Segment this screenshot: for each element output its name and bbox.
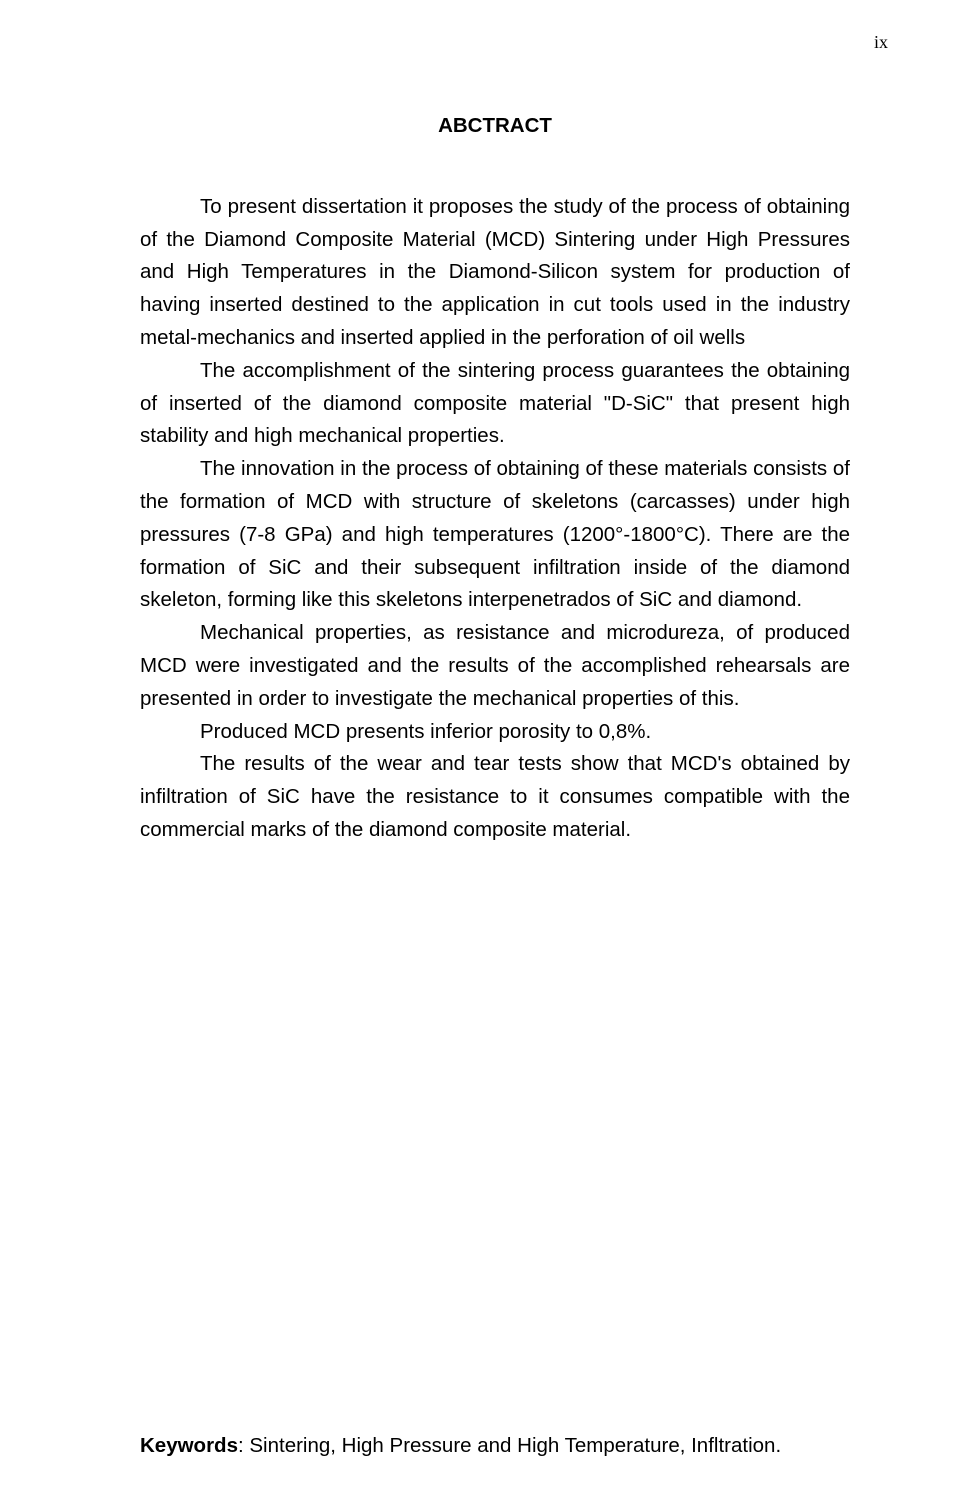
keywords-text: : Sintering, High Pressure and High Temp… [238, 1434, 781, 1457]
abstract-paragraph-1: To present dissertation it proposes the … [140, 191, 850, 355]
page-number: ix [874, 28, 888, 57]
abstract-paragraph-4: Mechanical properties, as resistance and… [140, 617, 850, 715]
abstract-paragraph-3: The innovation in the process of obtaini… [140, 453, 850, 617]
keywords-label: Keywords [140, 1434, 238, 1457]
abstract-paragraph-6: The results of the wear and tear tests s… [140, 748, 850, 846]
keywords-line: Keywords: Sintering, High Pressure and H… [140, 1430, 850, 1463]
abstract-paragraph-5: Produced MCD presents inferior porosity … [140, 716, 850, 749]
abstract-title: ABCTRACT [140, 110, 850, 143]
page-container: ix ABCTRACT To present dissertation it p… [0, 0, 960, 1495]
abstract-paragraph-2: The accomplishment of the sintering proc… [140, 355, 850, 453]
